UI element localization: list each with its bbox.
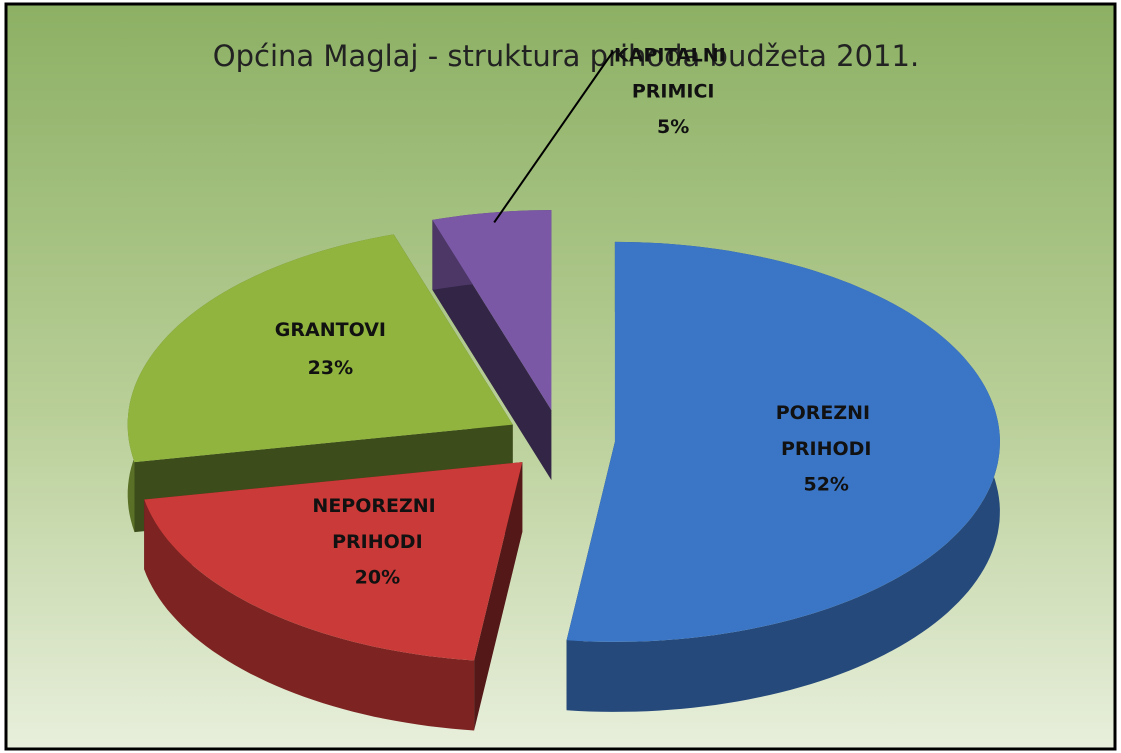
category-label: NEPOREZNI PRIHODI [312, 495, 442, 553]
value-label: 5% [657, 116, 689, 138]
category-label: POREZNI PRIHODI [776, 401, 877, 459]
value-label: 52% [803, 473, 848, 495]
chart-title: Općina Maglaj - struktura prihoda budžet… [213, 39, 919, 73]
pie-slice [127, 234, 513, 463]
category-label: KAPITALNI PRIMICI [614, 44, 732, 102]
pie-tops [127, 210, 1000, 661]
slice-wall [144, 499, 475, 731]
pie-slice [144, 462, 523, 661]
category-label: GRANTOVI [275, 319, 386, 341]
value-label: 23% [308, 357, 353, 379]
value-label: 20% [355, 567, 400, 589]
pie-slice [566, 241, 1000, 642]
leader-line [493, 50, 615, 224]
pie-slice [432, 210, 552, 411]
pie-labels: POREZNI PRIHODI 52% NEPOREZNI PRIHODI 20% GR… [275, 44, 877, 589]
